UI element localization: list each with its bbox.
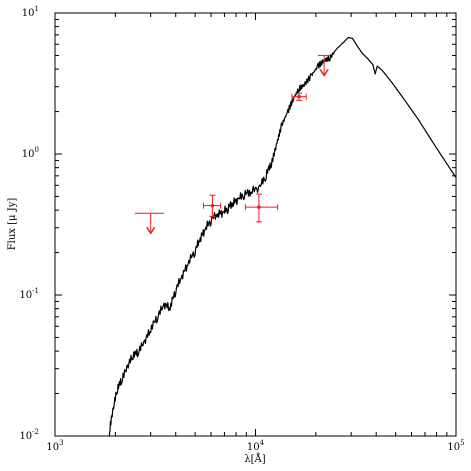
photometry-point	[291, 92, 307, 101]
y-tick-label: 10-2	[19, 428, 39, 442]
down-arrow-icon	[146, 226, 156, 235]
upper-limit	[134, 212, 165, 235]
y-tick-label: 10-1	[19, 287, 39, 301]
x-tick-label: 105	[447, 439, 464, 453]
y-tick-label: 101	[22, 5, 39, 19]
x-axis-title: λ[Å]	[244, 453, 265, 465]
tick-labels-layer: 103 104 105 10-2 10-1 100 101	[19, 5, 464, 453]
model-curve-layer	[108, 36, 457, 436]
data-point	[257, 205, 261, 209]
x-tick-label: 103	[46, 439, 63, 453]
plot-frame	[54, 12, 457, 437]
model-sed-line	[108, 36, 457, 434]
ticks-layer	[54, 12, 457, 437]
down-arrow-icon	[319, 69, 329, 77]
y-axis-title: Flux [μ Jy]	[7, 198, 18, 251]
y-tick-label: 100	[22, 146, 39, 160]
data-point	[210, 203, 215, 208]
photometry-point	[244, 193, 279, 223]
photometry-layer	[134, 54, 330, 235]
photometry-point	[202, 194, 222, 218]
x-tick-label: 104	[247, 439, 265, 453]
upper-limit	[318, 54, 330, 77]
data-point	[297, 94, 301, 99]
